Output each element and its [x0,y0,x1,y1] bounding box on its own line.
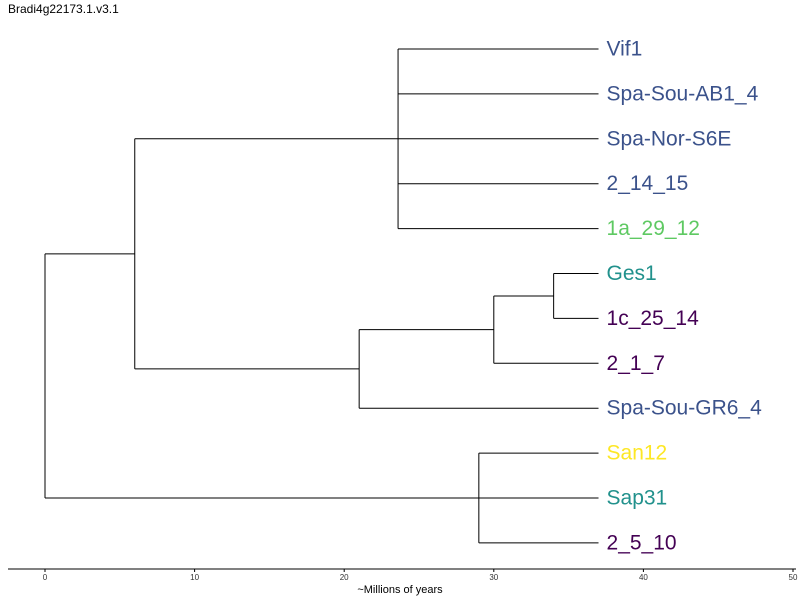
axis-tick-label: 50 [789,573,798,582]
leaf-label: 1a_29_12 [607,217,700,240]
axis-tick-label: 10 [190,573,199,582]
leaf-label: Spa-Sou-AB1_4 [607,82,759,105]
leaf-label: San12 [607,442,668,465]
axis-tick-label: 20 [340,573,349,582]
axis-tick-label: 40 [639,573,648,582]
leaf-label: Spa-Nor-S6E [607,127,732,150]
leaf-label: Sap31 [607,487,668,510]
leaf-label: Spa-Sou-GR6_4 [607,397,763,420]
time-axis: 0 10 20 30 40 50 ~Millions of years [8,568,798,596]
axis-ticks: 0 10 20 30 40 50 [43,569,798,582]
axis-label: ~Millions of years [357,584,443,596]
leaf-label: 2_5_10 [607,531,677,554]
leaf-labels: Vif1 Spa-Sou-AB1_4 Spa-Nor-S6E 2_14_15 1a_29… [607,38,763,555]
leaf-label: 2_1_7 [607,352,665,375]
axis-tick-label: 30 [489,573,498,582]
tree-title: Bradi4g22173.1.v3.1 [8,2,119,16]
leaf-label: 1c_25_14 [607,307,700,330]
axis-tick-label: 0 [43,573,48,582]
leaf-label: Ges1 [607,262,657,285]
leaf-label: Vif1 [607,38,643,61]
branches [44,48,599,544]
leaf-label: 2_14_15 [607,172,689,195]
